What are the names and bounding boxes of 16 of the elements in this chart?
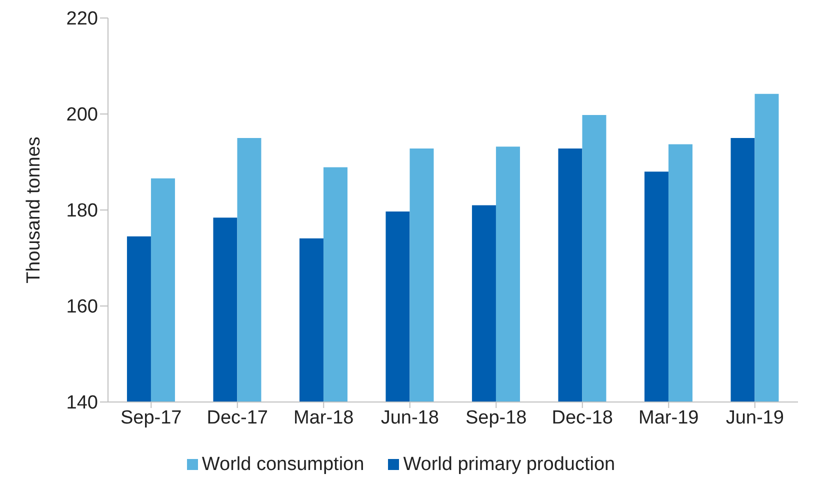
x-tick-label: Jun-18 (380, 407, 439, 428)
x-tick-label: Dec-18 (552, 407, 613, 428)
y-tick-label: 220 (66, 8, 98, 30)
x-tick-label: Jun-19 (726, 407, 784, 428)
y-tick-label: 180 (66, 200, 98, 222)
x-tick-label: Sep-18 (465, 407, 527, 428)
x-tick-label: Dec-17 (206, 407, 268, 428)
y-tick-label: 200 (66, 104, 98, 126)
y-tick-label: 160 (66, 296, 98, 318)
x-tick-label: Mar-19 (638, 407, 699, 428)
legend-label: World consumption (202, 454, 364, 475)
y-axis-title: Thousand tonnes (24, 136, 45, 284)
y-tick-label: 140 (66, 392, 98, 414)
x-tick-label: Sep-17 (120, 407, 182, 428)
x-tick-label: Mar-18 (294, 407, 354, 428)
legend-label: World primary production (403, 454, 616, 475)
